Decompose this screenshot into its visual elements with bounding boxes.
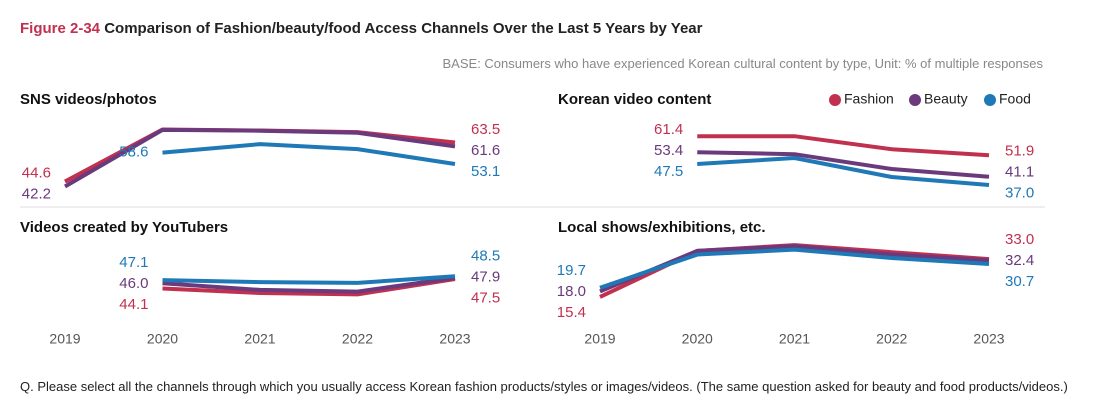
value-label: 15.4 [557,304,586,321]
value-label: 32.4 [1005,252,1034,269]
value-label: 30.7 [1005,273,1034,290]
value-label: 61.4 [654,121,683,138]
value-label: 63.5 [471,121,500,138]
x-tick-label: 2019 [49,331,80,347]
value-label: 44.1 [119,296,148,313]
x-tick-label: 2019 [584,331,615,347]
x-tick-label: 2021 [779,331,810,347]
legend-swatch [909,94,921,106]
value-label: 47.5 [654,163,683,180]
value-label: 37.0 [1005,184,1034,201]
x-tick-label: 2021 [244,331,275,347]
value-label: 41.1 [1005,163,1034,180]
value-label: 58.6 [119,144,148,161]
x-tick-label: 2020 [147,331,178,347]
series-line [63,127,456,189]
value-label: 61.6 [471,142,500,159]
legend-swatch [984,94,996,106]
panel-title: SNS videos/photos [20,91,157,108]
footnote: Q. Please select all the channels throug… [20,379,1068,394]
legend-label: Food [999,91,1031,107]
value-label: 18.0 [557,283,586,300]
legend-label: Fashion [844,91,894,107]
value-label: 42.2 [22,186,51,203]
x-tick-label: 2022 [876,331,907,347]
panel-title: Korean video content [558,91,711,108]
value-label: 53.1 [471,163,500,180]
charts: SNS videos/photos 44.6 42.2 58.6 63.5 61.6 53.… [20,91,1045,347]
series-line [697,156,990,187]
value-label: 47.9 [471,269,500,286]
series-line [697,134,990,158]
series-line [697,150,990,179]
figure-title: Comparison of Fashion/beauty/food Access… [104,20,703,37]
panel-title: Videos created by YouTubers [20,219,228,236]
series-line [599,243,990,299]
x-tick-label: 2020 [682,331,713,347]
panel-title: Local shows/exhibitions, etc. [558,219,766,236]
series-line [162,275,456,294]
value-label: 47.1 [119,254,148,271]
series-line [599,247,990,290]
value-label: 44.6 [22,165,51,182]
value-label: 53.4 [654,142,683,159]
figure-label: Figure 2-34 [20,20,101,37]
value-label: 47.5 [471,290,500,307]
x-tick-label: 2023 [439,331,470,347]
value-label: 46.0 [119,275,148,292]
x-tick-label: 2023 [973,331,1004,347]
value-label: 48.5 [471,248,500,265]
legend-swatch [829,94,841,106]
legend-label: Beauty [924,91,968,107]
series-line [162,274,456,285]
value-label: 33.0 [1005,231,1034,248]
value-label: 19.7 [557,262,586,279]
value-label: 51.9 [1005,142,1034,159]
subtitle: BASE: Consumers who have experienced Kor… [442,56,1043,71]
series-line [162,142,456,166]
x-tick-label: 2022 [342,331,373,347]
header: Figure 2-34 Comparison of Fashion/beauty… [20,20,702,37]
